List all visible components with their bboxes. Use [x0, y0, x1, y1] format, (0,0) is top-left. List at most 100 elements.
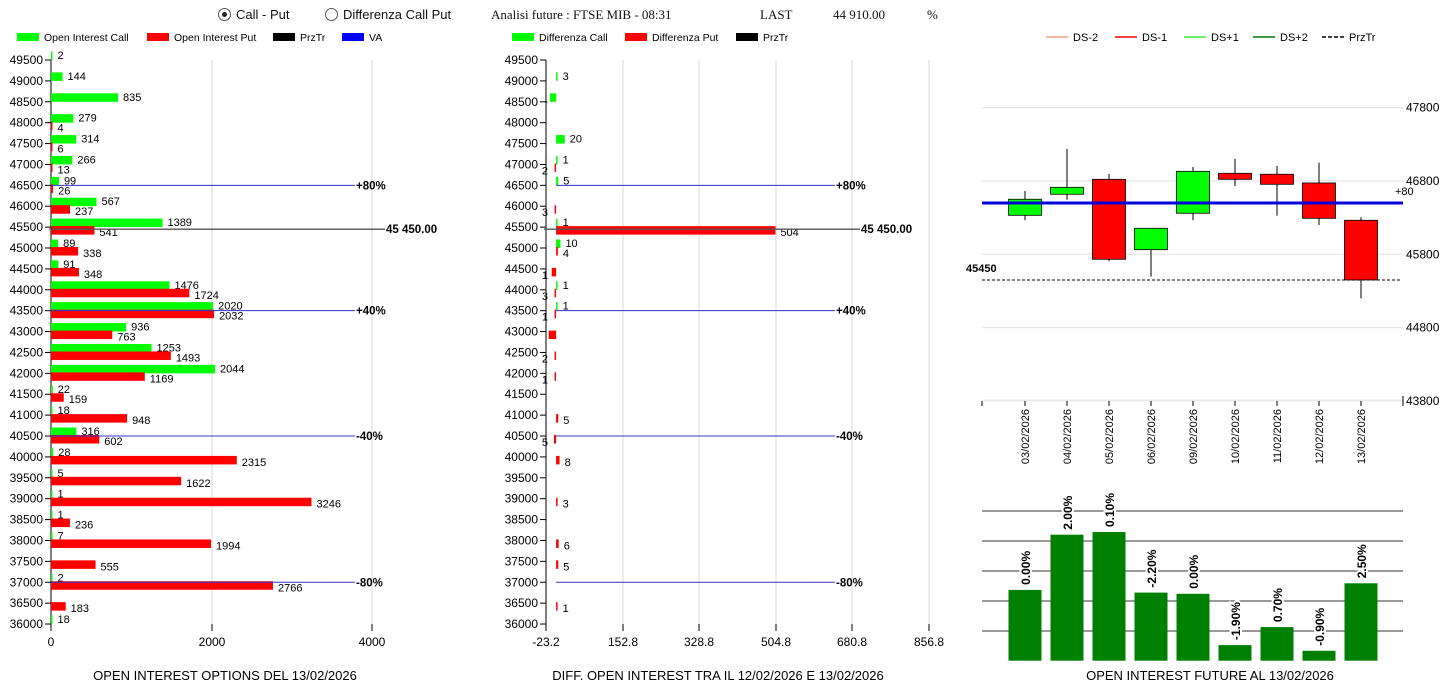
y-tick-label: 49000: [505, 74, 539, 88]
put-bar: [51, 309, 215, 319]
call-bar: [51, 323, 127, 332]
y-tick-label: 47000: [505, 157, 539, 171]
date-label: 06/02/2026: [1146, 409, 1158, 464]
put-value-label: 8: [565, 457, 571, 469]
y-tick-label: 49500: [10, 53, 44, 67]
candle-legend-label: PrzTr: [1349, 32, 1376, 44]
call-value-label: 20: [570, 134, 582, 146]
candle-legend-label: DS+2: [1280, 32, 1308, 44]
y-tick-label: 43500: [505, 304, 539, 318]
put-value-label: 2: [542, 353, 548, 365]
call-bar: [51, 490, 53, 499]
put-bar: [556, 560, 559, 569]
y-tick-label: 44000: [505, 283, 539, 297]
radio-dot[interactable]: [325, 8, 338, 21]
call-value-label: 10: [565, 238, 577, 250]
y-tick-label: 41500: [10, 387, 44, 401]
y-tick-label: 42500: [505, 345, 539, 359]
y-tick-label: 45500: [505, 220, 539, 234]
put-bar: [51, 205, 71, 214]
put-bar: [51, 288, 190, 298]
x-tick-label: 152.8: [608, 635, 638, 649]
y-tick-label: 40500: [10, 429, 44, 443]
call-bar: [556, 72, 558, 81]
future-oi-label: -1.90%: [1229, 602, 1243, 640]
y-tick-label: 38000: [10, 533, 44, 547]
candle-up: [1134, 227, 1168, 251]
y-tick-label: 36000: [505, 617, 539, 631]
y-tick-label: 36000: [10, 617, 44, 631]
x-tick-label: 504.8: [761, 635, 791, 649]
put-bar: [556, 497, 558, 507]
y-tick-label: 42500: [10, 345, 44, 359]
future-oi-bar: [1344, 583, 1378, 661]
y-tick-label: 45500: [10, 220, 44, 234]
put-value-label: 602: [104, 436, 122, 448]
legend-label: PrzTr: [300, 32, 326, 44]
put-bar: [556, 539, 559, 548]
future-oi-bar: [1218, 645, 1252, 661]
call-value-label: 2044: [220, 363, 244, 375]
chart-title: DIFF. OPEN INTEREST TRA IL 12/02/2026 E …: [552, 668, 883, 683]
call-value-label: 1: [58, 489, 64, 501]
y-tick-label: 41500: [505, 387, 539, 401]
call-bar: [556, 239, 561, 249]
put-bar: [556, 455, 560, 465]
call-value-label: 279: [78, 113, 96, 125]
call-value-label: 1389: [167, 217, 191, 229]
date-label: 03/02/2026: [1020, 409, 1032, 464]
candle-legend-label: DS-1: [1142, 32, 1167, 44]
y-tick-label: 44500: [505, 262, 539, 276]
put-bar: [556, 602, 558, 611]
put-value-label: 2766: [278, 582, 302, 594]
y-tick-label: 41000: [505, 408, 539, 422]
put-value-label: 4: [563, 248, 569, 260]
legend-label: PrzTr: [763, 32, 789, 44]
y-tick-label: 38500: [505, 513, 539, 527]
call-value-label: 314: [81, 134, 99, 146]
candle-down: [1218, 172, 1252, 180]
radio-dot-checked[interactable]: [218, 8, 231, 21]
radio-call-put[interactable]: Call - Put: [218, 7, 289, 22]
future-oi-label: 2.00%: [1061, 495, 1075, 529]
y-tick-label: 43000: [10, 325, 44, 339]
put-value-label: 338: [83, 248, 101, 260]
date-label: 11/02/2026: [1272, 409, 1284, 463]
radio-differenza[interactable]: Differenza Call Put: [325, 7, 451, 22]
call-bar: [51, 343, 152, 353]
y-tick-label: 40000: [10, 450, 44, 464]
y-tick-label: 48500: [505, 95, 539, 109]
future-oi-label: 2.50%: [1355, 544, 1369, 578]
put-bar: [51, 372, 145, 381]
put-value-label: 5: [542, 437, 548, 449]
call-value-label: 1: [563, 217, 569, 229]
put-value-label: 1169: [150, 373, 174, 385]
y-tick-label: 40500: [505, 429, 539, 443]
call-value-label: 5: [563, 175, 569, 187]
call-bar: [51, 427, 77, 437]
y-tick-label: 45000: [505, 241, 539, 255]
call-value-label: 567: [102, 196, 120, 208]
put-value-label: 555: [101, 561, 119, 573]
candle-down: [1260, 173, 1294, 185]
legend-swatch-chart_data.01: [147, 33, 169, 41]
x-tick-label: 680.8: [837, 635, 867, 649]
put-value-label: 763: [117, 332, 135, 344]
call-bar: [556, 135, 565, 144]
future-oi-label: 0.70%: [1271, 588, 1285, 622]
candle-y-label: 43800: [1406, 394, 1440, 408]
put-value-label: 1: [542, 374, 548, 386]
put-value-label: 1: [542, 270, 548, 282]
level-label: -80%: [836, 577, 863, 589]
put-value-label: 504: [780, 227, 798, 239]
candle-up: [1176, 170, 1210, 214]
call-value-label: 936: [131, 322, 149, 334]
y-tick-label: 46000: [10, 199, 44, 213]
call-bar: [51, 93, 119, 102]
put-bar: [51, 351, 171, 360]
y-tick-label: 43000: [505, 325, 539, 339]
call-value-label: 1: [563, 154, 569, 166]
y-tick-label: 46500: [10, 178, 44, 192]
legend-swatch-chart_data.03: [342, 33, 364, 41]
future-oi-bar: [1092, 532, 1126, 661]
